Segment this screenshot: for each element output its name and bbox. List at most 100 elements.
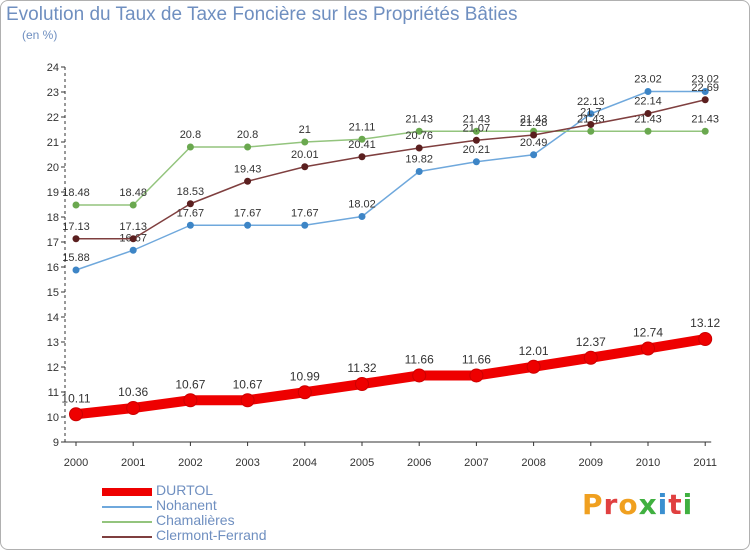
- data-label-2: 21.43: [634, 113, 662, 125]
- y-tick-label: 10: [47, 412, 59, 424]
- series-point-2: [301, 138, 309, 146]
- series-point-2: [472, 127, 480, 135]
- series-point-0: [412, 368, 427, 383]
- data-label-0: 13.12: [690, 316, 720, 330]
- proxiti-logo: Proxiti: [582, 488, 694, 521]
- data-label-0: 12.74: [633, 326, 663, 340]
- series-point-3: [644, 110, 652, 117]
- data-label-3: 20.76: [405, 130, 433, 142]
- series-point-2: [186, 143, 194, 151]
- series-line-0: [71, 334, 711, 420]
- series-point-2: [129, 201, 137, 209]
- data-label-1: 22.13: [577, 96, 605, 108]
- data-label-2: 21.43: [405, 113, 433, 125]
- x-tick-label: 2010: [636, 457, 660, 469]
- series-line-2: [75, 130, 706, 206]
- page-title: Evolution du Taux de Taxe Foncière sur l…: [6, 4, 518, 25]
- legend-swatch: [102, 506, 152, 508]
- data-label-0: 10.67: [233, 377, 263, 391]
- series-point-1: [530, 151, 538, 159]
- y-tick-label: 13: [47, 337, 59, 349]
- data-label-0: 10.67: [175, 377, 205, 391]
- data-label-2: 21.43: [577, 113, 605, 125]
- y-tick-label: 19: [47, 187, 59, 199]
- data-label-0: 12.37: [576, 335, 606, 349]
- data-label-0: 10.36: [118, 385, 148, 399]
- x-tick-label: 2003: [235, 457, 259, 469]
- data-label-0: 12.01: [519, 344, 549, 358]
- y-tick-label: 11: [48, 387, 59, 399]
- y-tick-label: 20: [47, 162, 59, 174]
- data-label-3: 21.28: [520, 117, 548, 129]
- series-point-2: [644, 127, 652, 135]
- data-label-3: 20.41: [348, 139, 376, 151]
- data-label-3: 20.01: [291, 149, 319, 161]
- x-tick-label: 2006: [407, 457, 431, 469]
- series-point-2: [72, 201, 80, 209]
- legend-label: Nohanent: [156, 497, 217, 513]
- series-point-0: [469, 368, 484, 383]
- data-label-1: 23.02: [691, 74, 719, 86]
- data-label-1: 20.21: [463, 144, 491, 156]
- y-tick-label: 9: [53, 437, 59, 449]
- data-label-0: 11.66: [462, 353, 491, 367]
- data-label-2: 18.48: [62, 187, 90, 199]
- x-tick-label: 2009: [579, 457, 603, 469]
- series-point-0: [240, 393, 255, 408]
- series-point-3: [472, 136, 480, 144]
- data-label-0: 11.66: [405, 353, 434, 367]
- series-point-0: [126, 401, 141, 415]
- x-tick-label: 2005: [350, 457, 374, 469]
- data-label-1: 23.02: [634, 74, 662, 86]
- x-tick-label: 2000: [64, 457, 88, 469]
- series-point-3: [530, 131, 538, 139]
- x-tick-label: 2008: [521, 457, 545, 469]
- data-label-2: 21.11: [349, 121, 376, 133]
- legend-label: DURTOL: [156, 482, 214, 498]
- data-label-1: 17.67: [291, 207, 319, 219]
- series-point-2: [587, 127, 595, 135]
- y-tick-label: 22: [47, 112, 59, 124]
- data-label-2: 21.43: [691, 113, 719, 125]
- series-point-1: [129, 246, 137, 254]
- series-point-0: [526, 359, 541, 374]
- data-label-3: 22.69: [691, 82, 719, 94]
- data-label-0: 10.99: [290, 369, 320, 383]
- data-label-2: 20.8: [180, 129, 201, 141]
- series-point-1: [415, 168, 423, 175]
- series-point-2: [244, 143, 252, 151]
- data-label-2: 20.8: [237, 129, 258, 141]
- legend-label: Clermont-Ferrand: [156, 527, 267, 543]
- data-label-1: 19.82: [405, 154, 433, 166]
- data-label-2: 18.48: [119, 187, 147, 199]
- series-point-0: [698, 332, 713, 346]
- series-point-3: [301, 163, 309, 171]
- series-point-3: [72, 235, 80, 243]
- y-tick-label: 16: [47, 262, 59, 274]
- series-point-1: [72, 266, 80, 274]
- data-label-2: 21.43: [463, 113, 491, 125]
- legend-swatch: [102, 536, 152, 538]
- x-tick-label: 2001: [121, 457, 145, 469]
- series-point-1: [644, 88, 652, 95]
- data-label-2: 21.43: [520, 113, 548, 125]
- series-point-1: [301, 221, 309, 229]
- series-point-1: [186, 221, 194, 229]
- y-tick-label: 24: [47, 62, 59, 74]
- x-tick-label: 2011: [693, 457, 717, 469]
- series-point-0: [297, 385, 312, 400]
- x-tick-label: 2007: [464, 457, 488, 469]
- series-point-1: [587, 110, 595, 118]
- series-point-3: [358, 153, 366, 161]
- x-tick-label: 2004: [293, 457, 317, 469]
- series-point-2: [415, 127, 423, 135]
- data-label-3: 17.13: [62, 221, 90, 233]
- series-point-3: [186, 200, 194, 208]
- data-label-1: 17.67: [234, 207, 262, 219]
- series-line-3: [75, 99, 706, 240]
- data-label-2: 21: [299, 124, 311, 136]
- data-label-0: 10.11: [61, 391, 90, 405]
- data-label-0: 11.32: [347, 361, 376, 375]
- legend-swatch: [102, 488, 152, 496]
